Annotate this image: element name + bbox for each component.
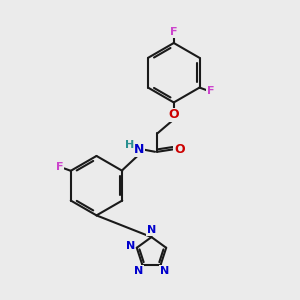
- Text: F: F: [207, 85, 214, 96]
- Text: O: O: [169, 108, 179, 122]
- Text: H: H: [125, 140, 135, 150]
- Text: F: F: [170, 27, 178, 37]
- Text: F: F: [56, 162, 63, 172]
- Text: N: N: [125, 241, 135, 250]
- Text: N: N: [134, 266, 143, 276]
- Text: O: O: [174, 143, 185, 156]
- Text: N: N: [134, 143, 144, 156]
- Text: N: N: [147, 225, 156, 235]
- Text: N: N: [160, 266, 169, 276]
